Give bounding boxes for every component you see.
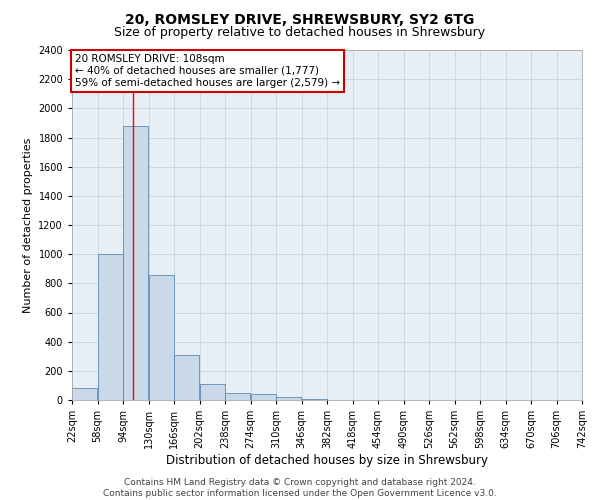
Bar [98,254,123,400]
Text: Size of property relative to detached houses in Shrewsbury: Size of property relative to detached ho… [115,26,485,39]
Bar [72,388,97,400]
Bar [174,355,199,400]
Bar [123,126,148,400]
X-axis label: Distribution of detached houses by size in Shrewsbury: Distribution of detached houses by size … [166,454,488,467]
Bar [149,274,174,400]
Text: Contains HM Land Registry data © Crown copyright and database right 2024.
Contai: Contains HM Land Registry data © Crown c… [103,478,497,498]
Bar [276,397,301,400]
Text: 20, ROMSLEY DRIVE, SHREWSBURY, SY2 6TG: 20, ROMSLEY DRIVE, SHREWSBURY, SY2 6TG [125,12,475,26]
Bar [251,394,276,400]
Bar [200,384,225,400]
Text: 20 ROMSLEY DRIVE: 108sqm
← 40% of detached houses are smaller (1,777)
59% of sem: 20 ROMSLEY DRIVE: 108sqm ← 40% of detach… [75,54,340,88]
Bar [302,398,327,400]
Bar [225,392,250,400]
Y-axis label: Number of detached properties: Number of detached properties [23,138,32,312]
